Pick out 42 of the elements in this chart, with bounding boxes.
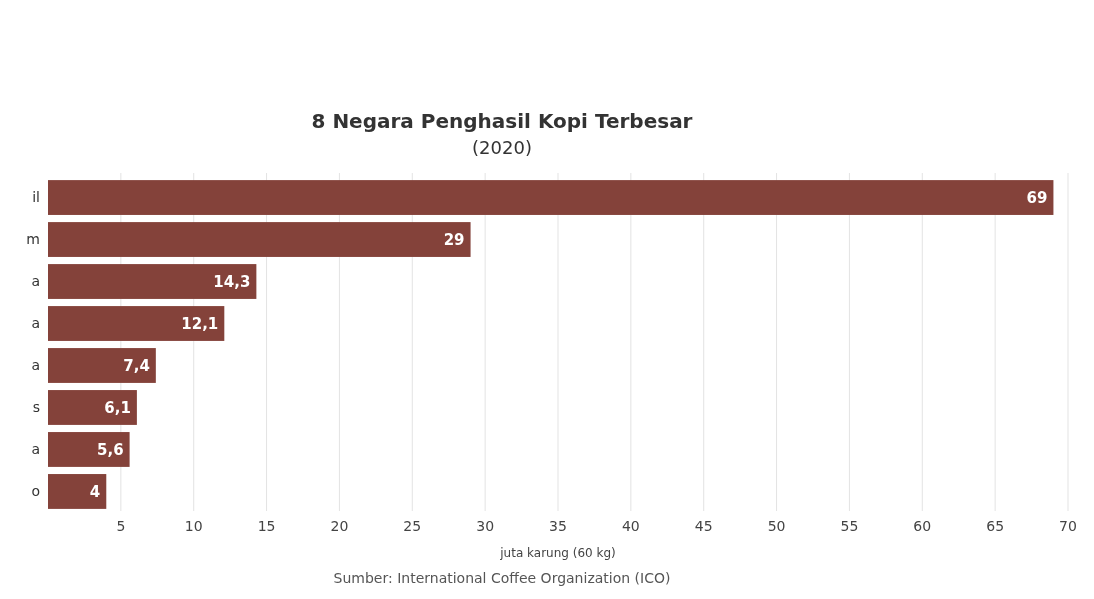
y-tick-label: il	[32, 189, 40, 206]
bar	[48, 264, 257, 299]
y-tick-label: a	[31, 315, 40, 332]
bar	[48, 222, 471, 257]
x-tick-label: 55	[840, 518, 859, 534]
data-label: 14,3	[213, 272, 251, 291]
data-label: 6,1	[104, 398, 131, 417]
y-tick-label: s	[32, 399, 40, 416]
data-label: 69	[1026, 188, 1048, 207]
bar	[48, 348, 156, 383]
data-label: 12,1	[181, 314, 219, 333]
y-tick-label: a	[31, 357, 40, 374]
x-tick-label: 60	[913, 518, 932, 534]
x-tick-label: 65	[986, 518, 1005, 534]
bar	[48, 390, 137, 425]
bar	[48, 306, 225, 341]
data-label: 7,4	[123, 356, 150, 375]
bar	[48, 474, 107, 509]
chart-title: 8 Negara Penghasil Kopi Terbesar	[311, 109, 693, 133]
y-tick-label: a	[31, 441, 40, 458]
x-tick-label: 10	[184, 518, 203, 534]
y-tick-label: o	[31, 483, 40, 500]
x-tick-label: 40	[621, 518, 640, 534]
x-tick-label: 50	[767, 518, 786, 534]
data-label: 29	[443, 230, 465, 249]
text: Sumber: International Coffee Organization (ICO)	[333, 570, 671, 586]
x-axis-title: juta karung (60 kg)	[499, 546, 616, 560]
x-tick-label: 20	[330, 518, 349, 534]
chart-subtitle: (2020)	[472, 137, 532, 158]
data-label: 5,6	[97, 440, 124, 459]
x-tick-label: 45	[694, 518, 713, 534]
y-tick-label: m	[26, 231, 40, 248]
bar	[48, 432, 130, 467]
x-tick-label: 5	[116, 518, 126, 534]
bar	[48, 180, 1054, 215]
x-tick-label: 35	[549, 518, 567, 534]
y-tick-label: a	[31, 273, 40, 290]
data-label: 4	[89, 482, 101, 501]
x-tick-label: 25	[403, 518, 422, 534]
x-tick-label: 70	[1059, 518, 1077, 534]
x-tick-label: 15	[257, 518, 276, 534]
x-tick-label: 30	[476, 518, 495, 534]
